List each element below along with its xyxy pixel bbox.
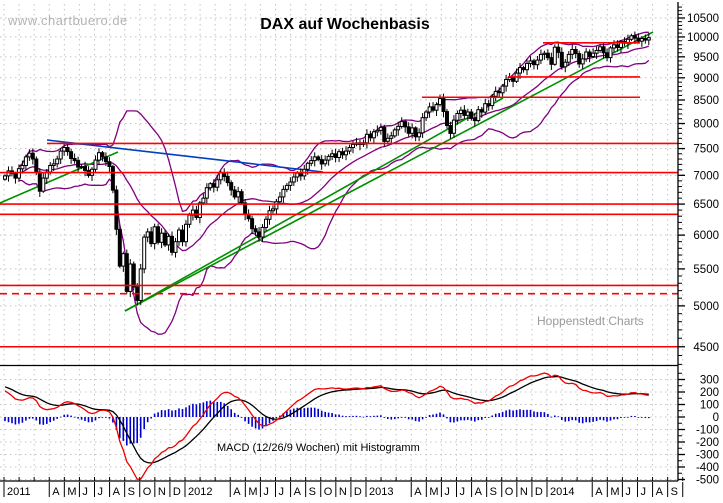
watermark-chartbuero: www.chartbuero.de bbox=[8, 13, 128, 28]
y-label-5500: 5500 bbox=[693, 264, 719, 276]
x-month: A bbox=[656, 486, 664, 498]
x-month: D bbox=[354, 486, 362, 498]
x-month: O bbox=[143, 486, 152, 498]
y-label-9500: 9500 bbox=[693, 52, 719, 64]
resistance-2011-blue bbox=[46, 139, 324, 173]
x-month: J bbox=[444, 486, 450, 498]
x-month: J bbox=[278, 486, 284, 498]
x-month: D bbox=[173, 486, 181, 498]
x-month: J bbox=[97, 486, 103, 498]
y-label-5000: 5000 bbox=[693, 301, 719, 313]
bollinger-lower bbox=[18, 59, 650, 335]
x-month: M bbox=[429, 486, 438, 498]
x-year-2011: 2011 bbox=[7, 486, 31, 498]
y-label-6500: 6500 bbox=[693, 199, 719, 211]
macd-histogram bbox=[4, 400, 650, 446]
macd-label--200: -200 bbox=[696, 437, 719, 449]
x-month: M bbox=[610, 486, 619, 498]
x-month: J bbox=[82, 486, 88, 498]
x-month: A bbox=[294, 486, 302, 498]
x-month: S bbox=[309, 486, 316, 498]
x-month: D bbox=[535, 486, 543, 498]
macd-label--100: -100 bbox=[696, 425, 719, 437]
uptrend-long bbox=[124, 31, 654, 312]
x-month: A bbox=[233, 486, 241, 498]
macd-parameters-label: MACD (12/26/9 Wochen) mit Histogramm bbox=[217, 442, 420, 454]
x-month: N bbox=[339, 486, 347, 498]
macd-signal-line bbox=[4, 375, 649, 464]
x-month: S bbox=[490, 486, 497, 498]
y-label-6000: 6000 bbox=[693, 230, 719, 242]
y-label-7500: 7500 bbox=[693, 144, 719, 156]
y-label-4500: 4500 bbox=[693, 342, 719, 354]
x-month: S bbox=[128, 486, 135, 498]
chart-title: DAX auf Wochenbasis bbox=[260, 16, 430, 33]
x-month: A bbox=[414, 486, 422, 498]
x-month: J bbox=[625, 486, 631, 498]
macd-label--300: -300 bbox=[696, 450, 719, 462]
x-month: M bbox=[67, 486, 76, 498]
x-month: A bbox=[113, 486, 121, 498]
bollinger-bands bbox=[18, 31, 650, 335]
y-label-10500: 10500 bbox=[687, 13, 719, 25]
x-year-2012: 2012 bbox=[188, 486, 212, 498]
x-year-2014: 2014 bbox=[550, 486, 574, 498]
y-label-9000: 9000 bbox=[693, 73, 719, 85]
macd-label-100: 100 bbox=[700, 400, 719, 412]
y-label-7000: 7000 bbox=[693, 170, 719, 182]
bollinger-upper bbox=[18, 31, 649, 213]
x-month: O bbox=[324, 486, 333, 498]
x-month: O bbox=[505, 486, 514, 498]
macd-label-300: 300 bbox=[700, 375, 719, 387]
y-label-10000: 10000 bbox=[687, 32, 719, 44]
x-month: J bbox=[459, 486, 465, 498]
x-year-2013: 2013 bbox=[369, 486, 393, 498]
x-month: S bbox=[671, 486, 678, 498]
x-month: N bbox=[158, 486, 166, 498]
y-label-8000: 8000 bbox=[693, 119, 719, 131]
x-month: J bbox=[640, 486, 646, 498]
macd-label-0: 0 bbox=[713, 412, 719, 424]
bollinger-middle bbox=[18, 45, 650, 252]
macd-line bbox=[4, 372, 649, 480]
macd-panel bbox=[4, 372, 650, 480]
macd-label--400: -400 bbox=[696, 462, 719, 474]
x-month: A bbox=[475, 486, 483, 498]
source-label: Hoppenstedt Charts bbox=[537, 314, 644, 328]
x-month: A bbox=[595, 486, 603, 498]
y-label-8500: 8500 bbox=[693, 95, 719, 107]
x-month: N bbox=[520, 486, 528, 498]
x-month: M bbox=[248, 486, 257, 498]
x-month: A bbox=[52, 486, 60, 498]
macd-label--500: -500 bbox=[696, 475, 719, 487]
support-resistance-lines bbox=[0, 41, 678, 348]
macd-label-200: 200 bbox=[700, 387, 719, 399]
x-month: J bbox=[263, 486, 269, 498]
